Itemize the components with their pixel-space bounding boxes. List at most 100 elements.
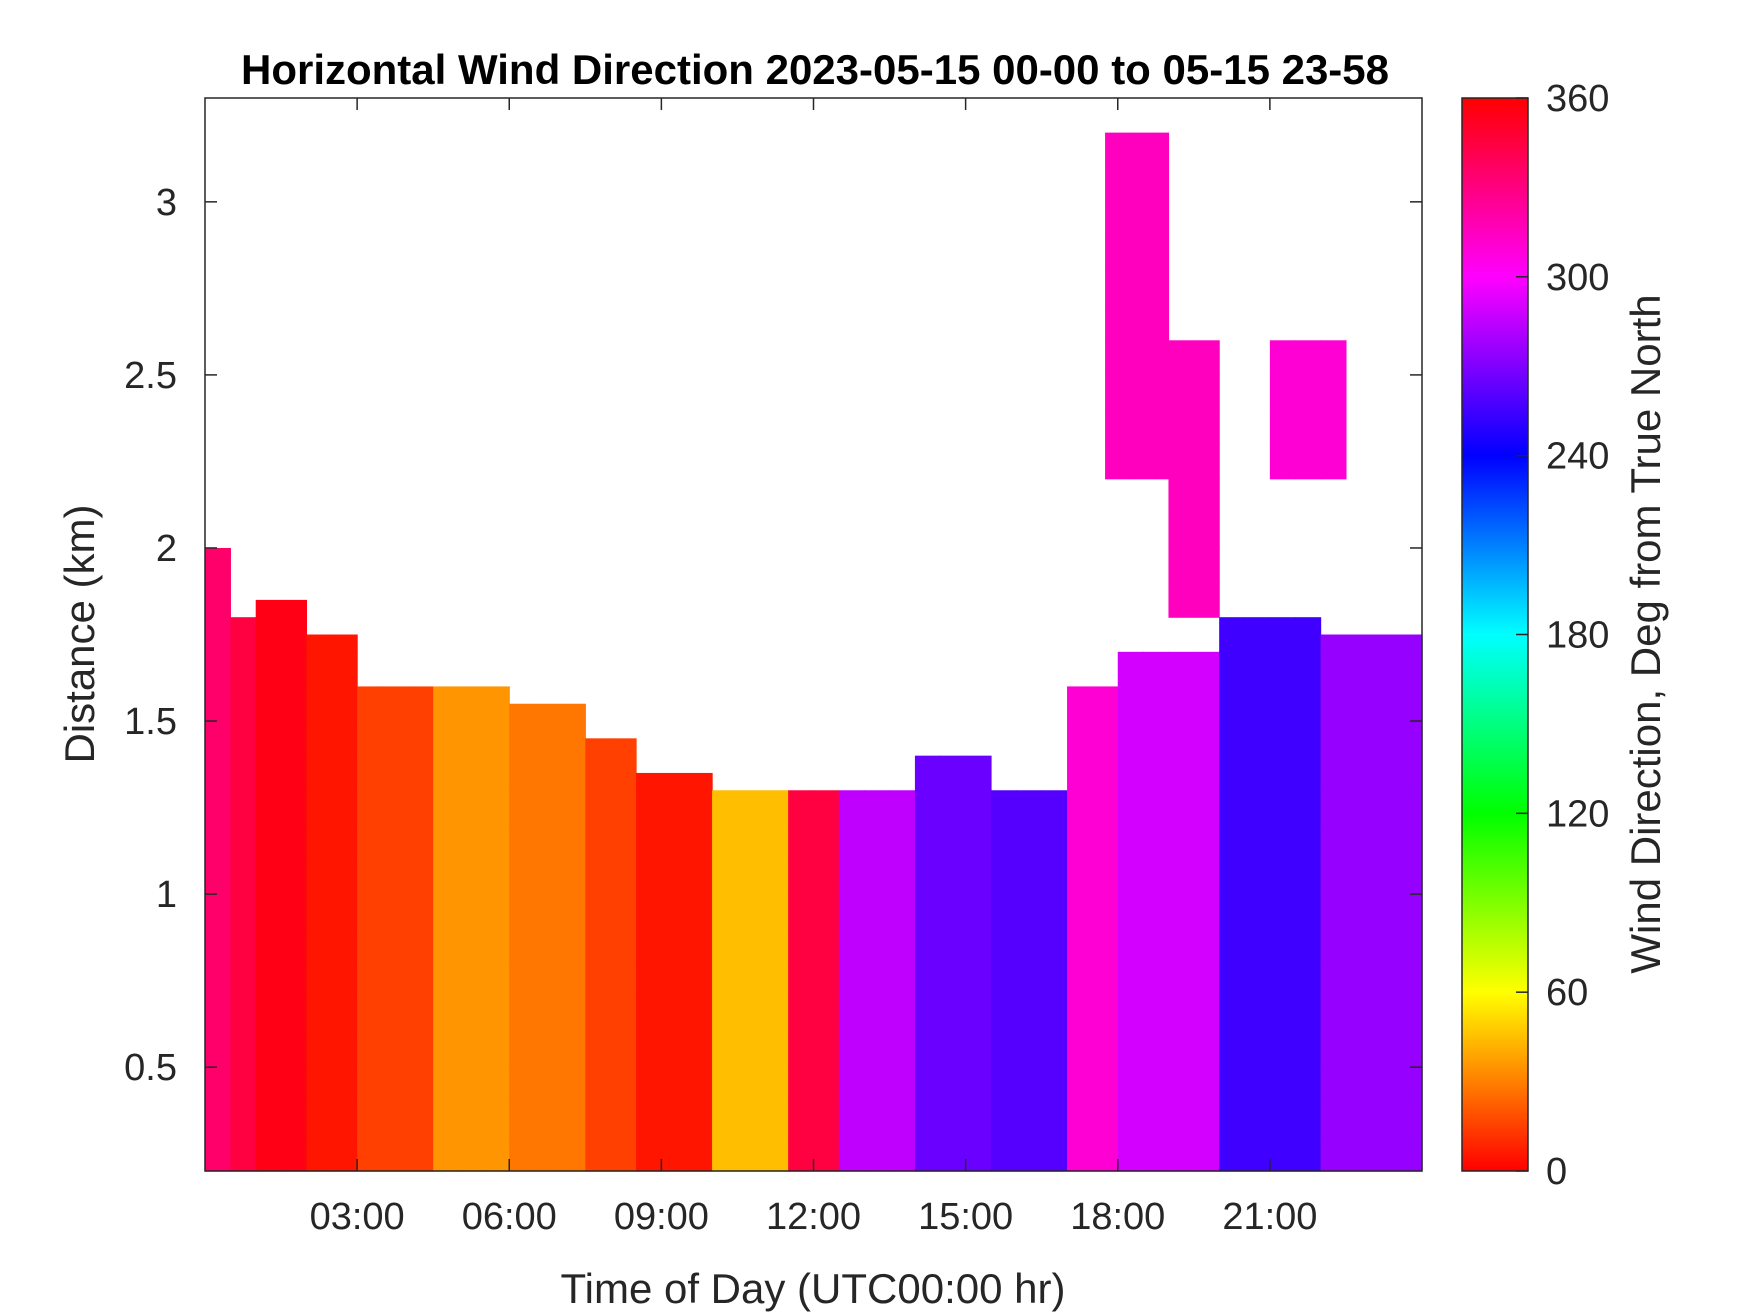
heatmap-cell — [1092, 1032, 1119, 1068]
heatmap-cell — [281, 1136, 308, 1172]
heatmap-cell — [1269, 928, 1296, 964]
heatmap-cell — [864, 1101, 891, 1137]
heatmap-cell — [1130, 132, 1157, 168]
heatmap-cell — [1320, 997, 1347, 1034]
heatmap-cell — [1269, 374, 1296, 411]
heatmap-cell — [255, 1136, 282, 1172]
heatmap-cell — [407, 790, 434, 826]
heatmap-cell — [813, 997, 840, 1034]
heatmap-cell — [357, 1067, 384, 1103]
heatmap-cell — [965, 894, 992, 930]
heatmap-cell — [864, 1032, 891, 1068]
heatmap-cell — [306, 1136, 333, 1172]
heatmap-cell — [838, 859, 865, 895]
y-tick-label: 1.5 — [124, 701, 177, 743]
heatmap-cell — [1117, 859, 1144, 895]
heatmap-cell — [1371, 894, 1398, 930]
heatmap-cell — [1067, 1136, 1093, 1172]
heatmap-cell — [864, 894, 891, 930]
heatmap-cell — [1143, 1136, 1170, 1172]
heatmap-cell — [357, 1136, 384, 1172]
heatmap-cell — [1067, 824, 1093, 861]
heatmap-cell — [433, 686, 460, 722]
heatmap-cell — [1155, 201, 1170, 238]
heatmap-cell — [357, 755, 384, 791]
heatmap-cell — [357, 824, 384, 861]
heatmap-cell — [914, 963, 941, 999]
heatmap-cell — [382, 997, 409, 1034]
heatmap-cell — [585, 790, 612, 826]
heatmap-cell — [1067, 963, 1093, 999]
heatmap-cell — [889, 1101, 916, 1137]
heatmap-cell — [534, 1101, 561, 1137]
heatmap-cell — [1067, 755, 1093, 791]
heatmap-cell — [1130, 271, 1157, 307]
heatmap-cell — [1320, 340, 1347, 376]
heatmap-cell — [306, 721, 333, 757]
heatmap-cell — [1269, 444, 1296, 480]
heatmap-cell — [230, 651, 257, 688]
heatmap-cell — [1295, 374, 1322, 411]
heatmap-cell — [1219, 755, 1246, 791]
heatmap-cell — [205, 686, 231, 722]
heatmap-cell — [357, 1032, 384, 1068]
heatmap-cell — [331, 634, 358, 653]
heatmap-cell — [1396, 928, 1423, 964]
heatmap-cell — [205, 1067, 231, 1103]
heatmap-cell — [813, 1067, 840, 1103]
heatmap-cell — [712, 1136, 739, 1172]
heatmap-cell — [255, 651, 282, 688]
heatmap-cell — [1117, 1101, 1144, 1137]
heatmap-cell — [205, 859, 231, 895]
heatmap-cell — [1117, 997, 1144, 1034]
heatmap-cell — [205, 894, 231, 930]
x-tick-label: 03:00 — [310, 1196, 405, 1238]
heatmap-cell — [1269, 340, 1296, 376]
heatmap-cell — [382, 1136, 409, 1172]
heatmap-cell — [1168, 444, 1195, 480]
heatmap-cell — [636, 997, 662, 1034]
heatmap-cell — [1193, 1067, 1220, 1103]
heatmap-cell — [205, 790, 231, 826]
heatmap-cell — [1155, 340, 1170, 376]
heatmap-cell — [382, 1101, 409, 1137]
heatmap-cell — [1168, 1136, 1195, 1172]
heatmap-cell — [1396, 686, 1423, 722]
heatmap-cell — [559, 997, 586, 1034]
x-tick-label: 06:00 — [462, 1196, 557, 1238]
heatmap-cell — [712, 859, 739, 895]
heatmap-cell — [1345, 997, 1372, 1034]
heatmap-cell — [1371, 651, 1398, 688]
heatmap-cell — [1130, 409, 1157, 445]
heatmap-cell — [1320, 894, 1347, 930]
heatmap-cell — [1193, 582, 1220, 618]
heatmap-cell — [1320, 1136, 1347, 1172]
heatmap-cell — [889, 859, 916, 895]
heatmap-cell — [914, 1101, 941, 1137]
heatmap-cell — [788, 1067, 815, 1103]
heatmap-cell — [585, 824, 612, 861]
heatmap-cell — [1105, 305, 1132, 341]
heatmap-cell — [1155, 236, 1170, 272]
heatmap-cell — [990, 1067, 1017, 1103]
heatmap-cell — [661, 1032, 688, 1068]
heatmap-cell — [1143, 997, 1170, 1034]
heatmap-cell — [534, 1067, 561, 1103]
heatmap-cell — [1041, 859, 1068, 895]
heatmap-cell — [509, 1067, 536, 1103]
heatmap-cell — [864, 790, 891, 826]
chart-title: Horizontal Wind Direction 2023-05-15 00-… — [241, 46, 1389, 93]
heatmap-cell — [1345, 651, 1372, 688]
heatmap-cell — [483, 859, 510, 895]
heatmap-cell — [559, 928, 586, 964]
heatmap-cell — [1320, 755, 1347, 791]
heatmap-cell — [1396, 755, 1423, 791]
heatmap-cell — [636, 772, 662, 791]
heatmap-cell — [306, 894, 333, 930]
heatmap-cell — [1016, 790, 1043, 826]
heatmap-cell — [534, 963, 561, 999]
heatmap-cell — [1269, 617, 1296, 653]
heatmap-cell — [585, 755, 612, 791]
heatmap-cell — [712, 963, 739, 999]
heatmap-cell — [483, 963, 510, 999]
